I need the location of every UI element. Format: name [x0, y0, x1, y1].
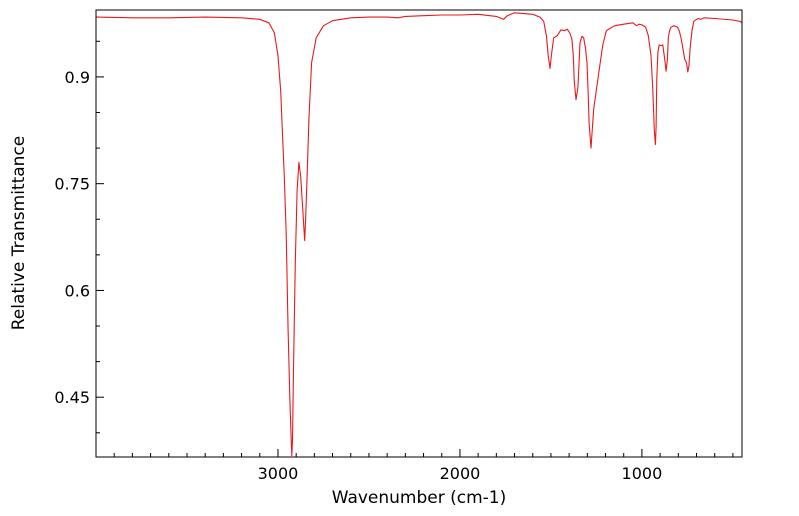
y-axis-title: Relative Transmittance [9, 136, 29, 331]
spectrum-line [95, 12, 743, 457]
x-tick-label: 3000 [258, 464, 299, 483]
x-axis-title: Wavenumber (cm-1) [332, 488, 507, 508]
plot-frame [95, 9, 743, 458]
x-tick-label: 2000 [440, 464, 481, 483]
y-tick-label: 0.9 [65, 68, 90, 87]
axis-ticks [95, 40, 734, 457]
y-tick-label: 0.6 [65, 281, 90, 300]
y-tick-label: 0.75 [54, 175, 90, 194]
plot-area [95, 12, 743, 457]
x-tick-label: 1000 [622, 464, 663, 483]
tick-labels: 3000 2000 1000 0.9 0.75 0.6 0.45 [54, 68, 662, 483]
y-tick-label: 0.45 [54, 388, 90, 407]
